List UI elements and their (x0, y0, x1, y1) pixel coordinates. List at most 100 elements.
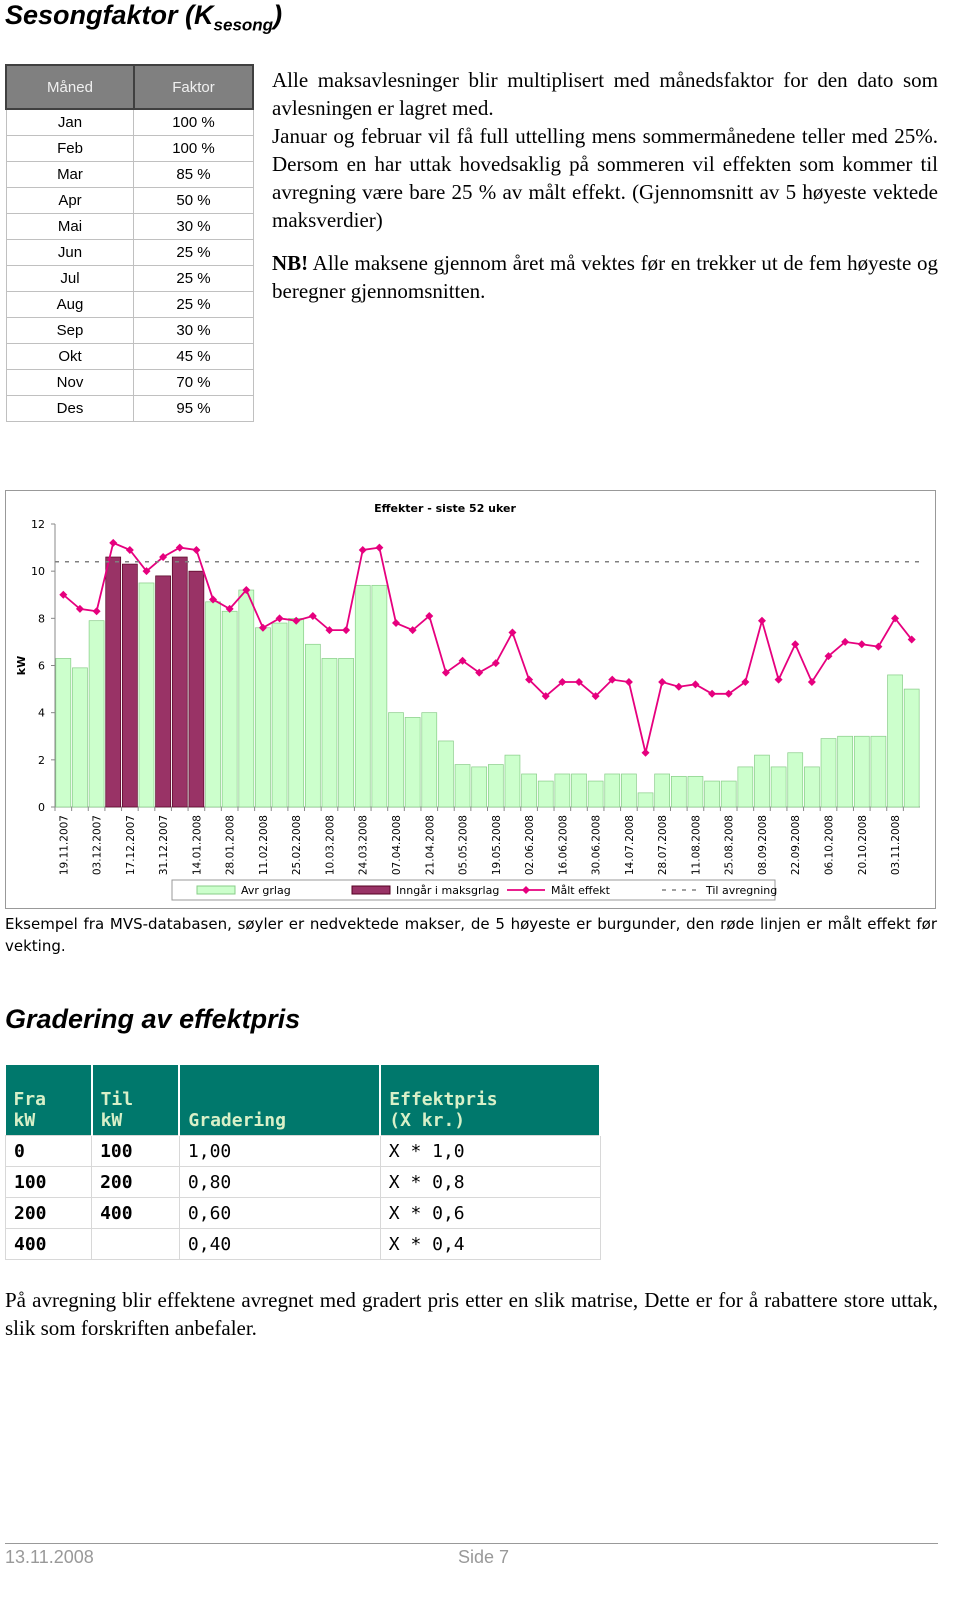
column-header: Måned (5, 64, 135, 110)
bar (255, 627, 271, 808)
cell: 70 % (133, 369, 254, 396)
marker (874, 642, 883, 651)
marker (691, 680, 700, 689)
row: Mai 30 % (5, 213, 254, 240)
x-tick-label: 10.03.2008 (324, 815, 336, 875)
row: Nov 70 % (5, 369, 254, 396)
cell: 25 % (133, 291, 254, 318)
cell: 1,00 (178, 1135, 381, 1167)
marker (92, 607, 101, 616)
bar (438, 740, 454, 808)
bar (354, 584, 371, 808)
legend-label: Inngår i maksgrlag (396, 884, 499, 897)
cell: 25 % (133, 239, 254, 266)
intro: Alle maksavlesninger blir multiplisert m… (272, 66, 938, 305)
marker (159, 553, 168, 562)
cell: Jan (5, 108, 135, 136)
y-tick-label: 12 (31, 518, 45, 531)
marker (525, 675, 534, 684)
footer-rule (5, 1543, 938, 1544)
x-tick-label: 31.12.2007 (158, 815, 170, 875)
legend-label: Til avregning (705, 884, 777, 897)
cell: 30 % (133, 317, 254, 344)
marker (708, 689, 717, 698)
bar (870, 735, 887, 808)
cell: 100 (91, 1135, 180, 1167)
marker (608, 675, 617, 684)
marker (658, 678, 667, 687)
row: Apr 50 % (5, 187, 254, 214)
bar (737, 766, 754, 808)
title-text: Sesongfaktor (K (5, 0, 214, 30)
chart: Effekter - siste 52 uker kW 0 2 4 6 8 10 12 19.11… (5, 490, 936, 909)
bar (670, 775, 687, 808)
bar (654, 773, 670, 808)
note-label: NB! (272, 251, 309, 275)
cell: 50 % (133, 187, 254, 214)
month-table: Måned Faktor Jan 100 % Feb 100 % Mar 85 % Apr 50 … (5, 64, 255, 422)
marker (807, 678, 816, 687)
marker (275, 614, 284, 623)
bar (537, 780, 554, 808)
bar (637, 792, 654, 808)
marker (791, 640, 800, 649)
row: Jul 25 % (5, 265, 254, 292)
x-tick-label: 19.05.2008 (491, 815, 503, 875)
paragraph: Januar og februar vil få full uttelling … (272, 124, 938, 232)
x-tick-label: 28.07.2008 (657, 815, 669, 875)
x-tick-label: 25.08.2008 (724, 815, 736, 875)
cell: 100 (4, 1166, 93, 1198)
cell: 85 % (133, 161, 254, 188)
x-tick-label: 16.06.2008 (557, 815, 569, 875)
bar (88, 620, 105, 808)
marker (75, 604, 84, 613)
cell: Feb (5, 135, 135, 162)
header-row: Fra kW Til kW Gradering Effektpris (X kr.) (5, 1065, 601, 1136)
row: Des 95 % (5, 395, 254, 422)
cell: Nov (5, 369, 135, 396)
cell: 200 (91, 1166, 180, 1198)
title-subscript: sesong (213, 15, 274, 35)
bar (754, 754, 770, 808)
x-tick-label: 14.07.2008 (624, 815, 636, 875)
row: Feb 100 % (5, 135, 254, 162)
marker (741, 678, 750, 687)
cell: 0 (4, 1135, 93, 1167)
row: Mar 85 % (5, 161, 254, 188)
marker (325, 626, 334, 635)
column-header: Faktor (132, 64, 255, 110)
cell: 0,80 (178, 1166, 381, 1198)
cell: Sep (5, 317, 135, 344)
bar (155, 575, 171, 808)
bar (604, 773, 621, 808)
cell: 45 % (133, 343, 254, 370)
bar (804, 766, 820, 808)
y-tick-label: 10 (31, 565, 45, 578)
cell: Aug (5, 291, 135, 318)
bar (554, 773, 571, 808)
y-tick-label: 4 (38, 707, 45, 720)
marker (491, 659, 500, 668)
x-tick-label: 17.12.2007 (125, 815, 137, 875)
x-tick-label: 28.01.2008 (225, 815, 237, 875)
bar (621, 773, 637, 808)
bar (72, 667, 88, 808)
bar (704, 780, 720, 808)
marker (907, 635, 916, 644)
bar (221, 610, 238, 808)
bar (271, 622, 288, 808)
x-tick-label: 08.09.2008 (757, 815, 769, 875)
x-tick-label: 22.09.2008 (790, 815, 802, 875)
cell (91, 1228, 180, 1260)
marker (757, 616, 766, 625)
row: Sep 30 % (5, 317, 254, 344)
bar (587, 780, 604, 808)
bar (138, 582, 155, 808)
marker (641, 748, 650, 757)
cell: X * 0,6 (379, 1197, 601, 1229)
x-tick-label: 06.10.2008 (824, 815, 836, 875)
cell: Des (5, 395, 135, 422)
x-tick-label: 03.11.2008 (890, 815, 902, 875)
marker (209, 595, 218, 604)
line (62, 541, 913, 753)
